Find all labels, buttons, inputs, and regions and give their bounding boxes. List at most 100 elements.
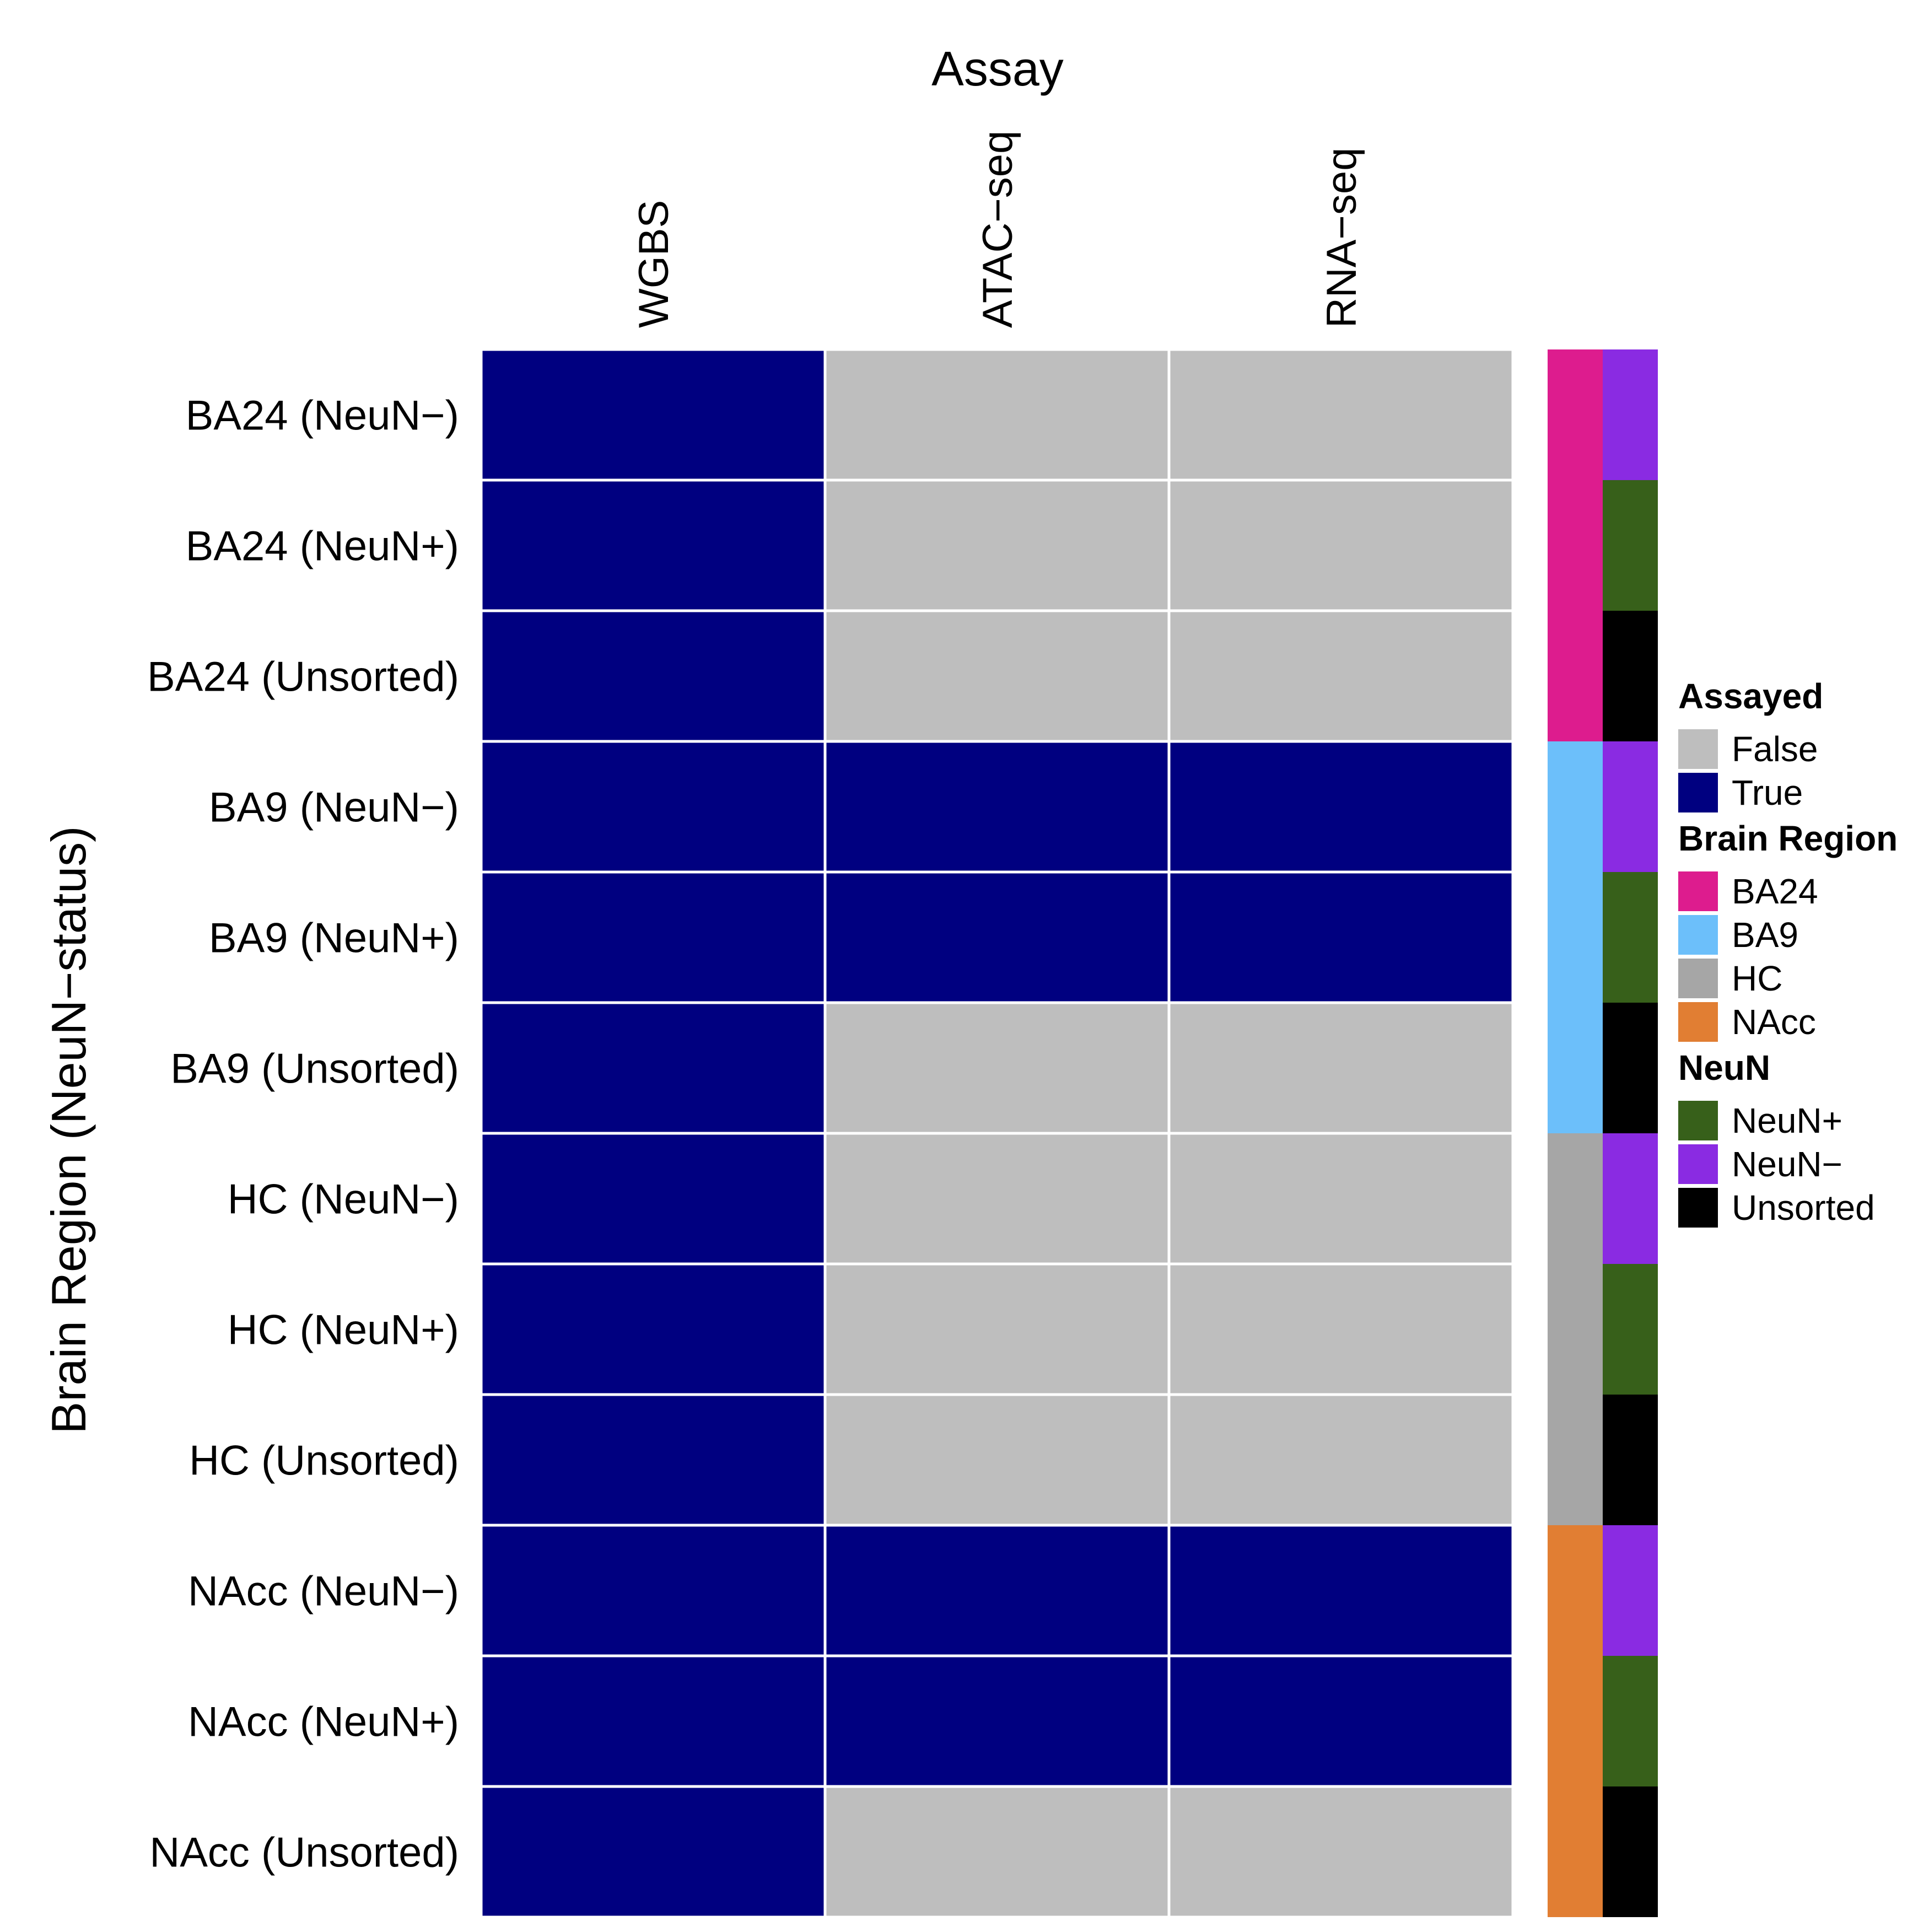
heatmap-cell [479, 609, 827, 743]
heatmap-cell [479, 1524, 827, 1657]
heatmap-cell [823, 478, 1171, 612]
column-labels: WGBS ATAC−seq RNA−seq [631, 131, 1365, 328]
row-label: BA9 (Unsorted) [170, 1046, 459, 1093]
heatmap-cell [479, 478, 827, 612]
heatmap-cell [1167, 478, 1515, 612]
heatmap-cell [823, 1262, 1171, 1396]
neun-annotation-cell [1603, 1395, 1658, 1525]
heatmap-cell [479, 1132, 827, 1266]
heatmap-cell [823, 1132, 1171, 1266]
neun-annotation-cell [1603, 1133, 1658, 1264]
legend-swatch [1678, 871, 1718, 911]
legend-swatch [1678, 1144, 1718, 1184]
region-annotation-cell [1548, 349, 1603, 480]
heatmap-cell [1167, 1654, 1515, 1788]
row-label: NAcc (Unsorted) [149, 1829, 459, 1876]
heatmap-cell [479, 1393, 827, 1527]
neun-annotation-cell [1603, 1003, 1658, 1133]
neun-annotation-cell [1603, 349, 1658, 480]
neun-annotation-cell [1603, 1656, 1658, 1786]
neun-annotation-cell [1603, 741, 1658, 872]
neun-annotation-cell [1603, 611, 1658, 741]
region-annotation-cell [1548, 1264, 1603, 1395]
x-axis-title: Assay [931, 41, 1064, 96]
legend-swatch [1678, 1188, 1718, 1228]
legend-swatch [1678, 729, 1718, 769]
neun-annotation-cell [1603, 1786, 1658, 1917]
heatmap-cell [1167, 1785, 1515, 1919]
neun-annotation-cell [1603, 1525, 1658, 1656]
column-label: RNA−seq [1318, 148, 1365, 328]
row-label: HC (NeuN−) [228, 1176, 459, 1223]
heatmap-cell [1167, 870, 1515, 1004]
heatmap-cell [1167, 348, 1515, 482]
row-label: BA9 (NeuN−) [209, 784, 459, 831]
neun-annotation-cell [1603, 480, 1658, 611]
legend-swatch [1678, 1002, 1718, 1042]
column-label: WGBS [631, 200, 677, 328]
legend-swatch [1678, 1101, 1718, 1140]
heatmap-cell [1167, 1524, 1515, 1657]
heatmap-cell [479, 1001, 827, 1135]
heatmap-cell [823, 1001, 1171, 1135]
legend-title: Assayed [1678, 676, 1823, 716]
row-annotation-bars [1548, 349, 1658, 1917]
heatmap-cell [1167, 740, 1515, 874]
legend-swatch [1678, 773, 1718, 812]
region-annotation-cell [1548, 1133, 1603, 1264]
heatmap-cell [479, 870, 827, 1004]
heatmap-cell [479, 1654, 827, 1788]
legend-label: NeuN− [1732, 1144, 1842, 1184]
region-annotation-cell [1548, 1395, 1603, 1525]
legend-label: HC [1732, 959, 1782, 998]
neun-annotation-cell [1603, 1264, 1658, 1395]
legend-label: NAcc [1732, 1002, 1816, 1042]
legend-label: BA9 [1732, 915, 1798, 955]
region-annotation-cell [1548, 741, 1603, 872]
heatmap-cell [823, 1785, 1171, 1919]
row-label: HC (Unsorted) [189, 1438, 459, 1484]
row-label: NAcc (NeuN+) [188, 1699, 459, 1746]
legend-label: Unsorted [1732, 1188, 1875, 1228]
region-annotation-cell [1548, 1656, 1603, 1786]
heatmap-cell [1167, 1262, 1515, 1396]
row-label: BA9 (NeuN+) [209, 915, 459, 962]
legend-label: True [1732, 773, 1803, 812]
column-label: ATAC−seq [974, 131, 1021, 328]
region-annotation-cell [1548, 1525, 1603, 1656]
heatmap-cell [823, 348, 1171, 482]
row-label: BA24 (Unsorted) [147, 654, 459, 701]
heatmap-cells [479, 348, 1515, 1919]
heatmap-cell [823, 1654, 1171, 1788]
neun-annotation-cell [1603, 872, 1658, 1003]
row-label: BA24 (NeuN−) [186, 392, 459, 439]
heatmap-cell [479, 740, 827, 874]
row-label: BA24 (NeuN+) [186, 523, 459, 570]
heatmap-cell [479, 348, 827, 482]
y-axis-title: Brain Region (NeuN−status) [41, 826, 96, 1434]
heatmap-cell [1167, 1393, 1515, 1527]
heatmap-cell [823, 609, 1171, 743]
legend-label: False [1732, 729, 1818, 769]
region-annotation-cell [1548, 1786, 1603, 1917]
region-annotation-cell [1548, 872, 1603, 1003]
row-label: HC (NeuN+) [228, 1307, 459, 1354]
heatmap-cell [823, 1524, 1171, 1657]
heatmap-cell [479, 1785, 827, 1919]
row-labels: BA24 (NeuN−) BA24 (NeuN+) BA24 (Unsorted) B… [147, 392, 459, 1876]
heatmap-cell [1167, 1001, 1515, 1135]
heatmap-cell [1167, 609, 1515, 743]
legend-label: BA24 [1732, 871, 1818, 911]
legend-title: Brain Region [1678, 819, 1898, 858]
region-annotation-cell [1548, 1003, 1603, 1133]
legend-label: NeuN+ [1732, 1101, 1842, 1140]
legend-title: NeuN [1678, 1048, 1770, 1088]
row-label: NAcc (NeuN−) [188, 1568, 459, 1615]
legend-swatch [1678, 959, 1718, 998]
legend-swatch [1678, 915, 1718, 955]
region-annotation-cell [1548, 480, 1603, 611]
heatmap-cell [823, 740, 1171, 874]
heatmap-cell [479, 1262, 827, 1396]
